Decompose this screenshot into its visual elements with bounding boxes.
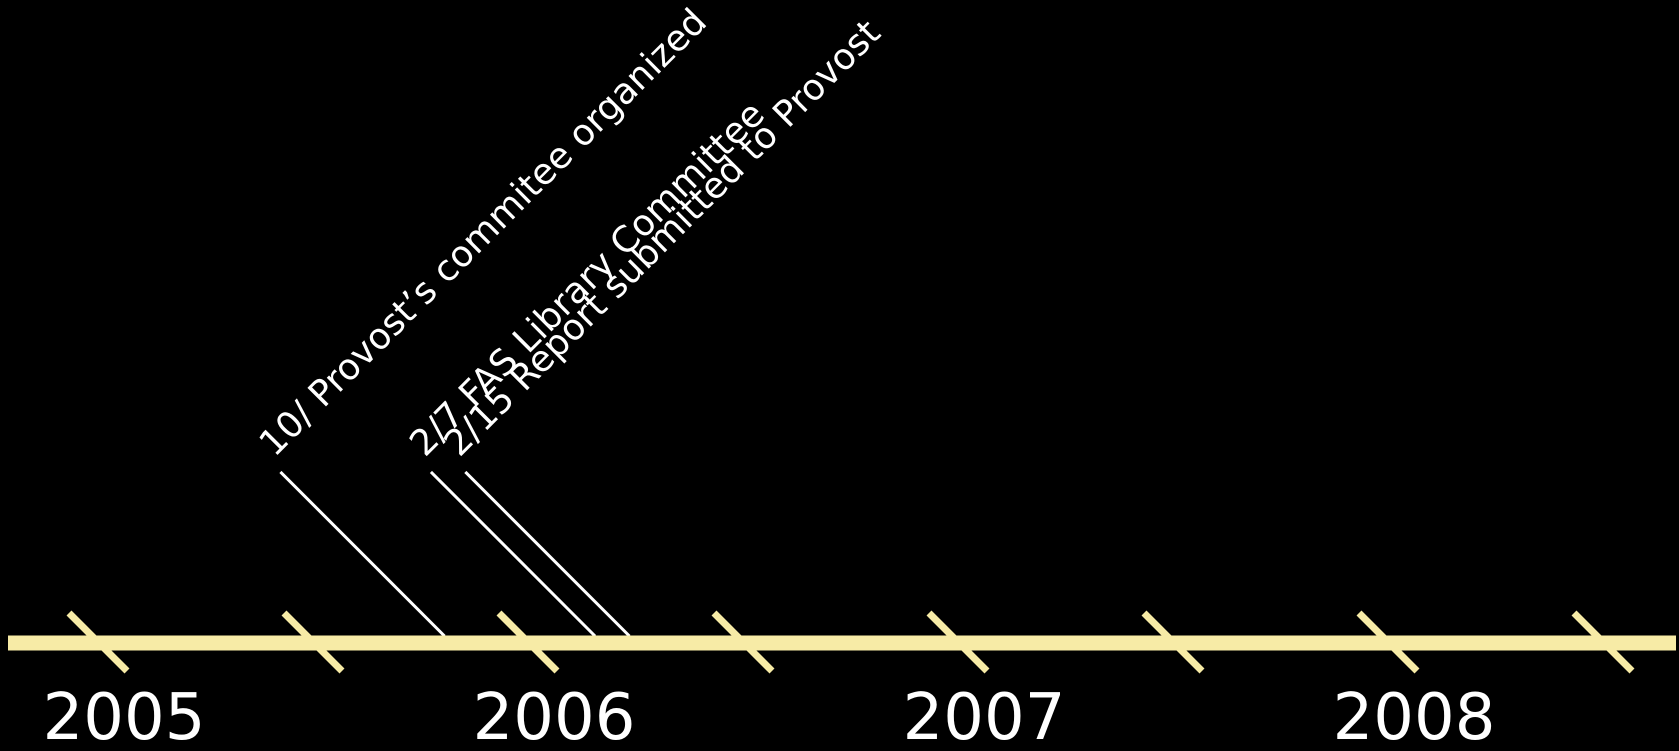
timeline-tick xyxy=(711,610,775,674)
timeline-tick xyxy=(66,610,130,674)
year-label-2007: 2007 xyxy=(903,681,1066,751)
year-label-2008: 2008 xyxy=(1333,681,1496,751)
event-leader-lines xyxy=(279,470,631,638)
timeline-tick xyxy=(1141,610,1205,674)
event-leader-line xyxy=(429,470,597,638)
year-labels: 2005 2006 2007 2008 xyxy=(43,681,1496,751)
year-label-2006: 2006 xyxy=(473,681,636,751)
timeline-ticks xyxy=(66,610,1635,674)
event-leader-line xyxy=(464,470,631,638)
timeline-tick xyxy=(1571,610,1635,674)
year-label-2005: 2005 xyxy=(43,681,206,751)
timeline-tick xyxy=(496,610,560,674)
timeline-tick xyxy=(281,610,345,674)
timeline-tick xyxy=(926,610,990,674)
event-leader-line xyxy=(279,470,446,638)
timeline-tick xyxy=(1356,610,1420,674)
